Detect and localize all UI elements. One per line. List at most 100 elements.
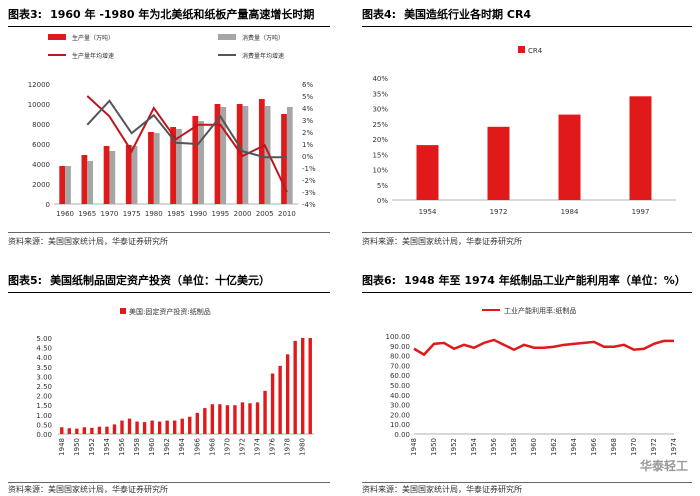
y-right-tick-label: 3% (302, 117, 313, 125)
x-tick-label: 1960 (148, 438, 156, 456)
bar-cr4 (487, 126, 510, 200)
y-tick-label: 20% (372, 136, 388, 144)
x-tick-label: 1978 (284, 438, 292, 456)
x-tick-label: 1960 (56, 210, 74, 218)
panel-1-title: 图表3: 1960 年 -1980 年为北美纸和纸板产量高速增长时期 (8, 4, 330, 26)
x-tick-label: 1962 (163, 438, 171, 456)
line-consumption-growth (86, 99, 287, 159)
panel-3: 图表5: 美国纸制品固定资产投资（单位：十亿美元） 0.00 0.50 1.00 1.5… (8, 270, 330, 494)
y-tick-label: 0% (377, 197, 388, 205)
bar-investment (195, 412, 199, 434)
bar-production (192, 116, 199, 204)
y-tick-label: 60.00 (390, 372, 410, 380)
bar-consumption (131, 146, 138, 204)
y-tick-label: 3.00 (36, 373, 52, 381)
y-tick-label: 0.00 (36, 431, 52, 439)
y-tick-label: 1.00 (36, 412, 52, 420)
panel-1-label: 图表3: (8, 8, 43, 21)
bar-investment (285, 354, 290, 434)
x-tick-label: 1954 (103, 437, 111, 455)
watermark: 华泰轻工 (639, 459, 688, 473)
y-tick-label: 50.00 (390, 382, 410, 390)
x-tick-label: 1966 (193, 437, 201, 455)
y-right-tick-label: -3% (302, 189, 316, 197)
y-tick-label: 70.00 (390, 362, 410, 370)
y-tick-label: 30% (372, 106, 388, 114)
x-tick-label: 1958 (133, 438, 141, 456)
y-right-tick-label: -4% (302, 201, 316, 209)
panel-2-source: 资料来源：美国国家统计局，华泰证券研究所 (362, 237, 522, 246)
bar-investment (240, 402, 245, 434)
bar-investment (135, 421, 139, 434)
bar-investment (82, 427, 87, 434)
x-tick-label: 1954 (470, 437, 478, 455)
bar-production (214, 104, 221, 204)
x-tick-label: 1972 (650, 438, 658, 456)
bar-investment (233, 405, 237, 434)
bar-consumption (153, 133, 160, 204)
y-right-tick-label: 0% (302, 153, 313, 161)
y-right-tick-label: 4% (302, 105, 313, 113)
legend-label: 消费量年均增速 (242, 52, 284, 60)
legend-label: 美国:固定资产投资:纸制品 (129, 307, 211, 316)
x-tick-label: 1964 (178, 437, 186, 455)
x-tick-label: 1950 (430, 438, 438, 456)
y-left-tick-label: 10000 (28, 101, 50, 109)
x-tick-label: 1976 (269, 437, 277, 455)
x-tick-label: 1984 (561, 208, 579, 216)
legend-label: 消费量（万吨） (242, 34, 284, 42)
x-tick-label: 1968 (610, 438, 618, 456)
y-tick-label: 3.50 (36, 364, 52, 372)
bar-investment (150, 420, 154, 434)
y-right-tick-label: 6% (302, 81, 313, 89)
y-tick-label: 90.00 (390, 343, 410, 351)
y-tick-label: 10% (372, 167, 388, 175)
bar-consumption (176, 129, 182, 204)
bar-consumption (220, 107, 227, 204)
x-tick-label: 1980 (145, 210, 163, 218)
chart-cr4: 0% 5% 10% 15% 20% 25% 30% 35% 40% 1954 1972 1984 199… (372, 46, 676, 216)
y-left-tick-label: 2000 (32, 181, 50, 189)
x-tick-label: 1985 (167, 210, 185, 218)
bar-production (258, 99, 265, 204)
bar-consumption (109, 151, 116, 204)
bar-investment (75, 428, 79, 434)
panel-3-title-text: 美国纸制品固定资产投资（单位：十亿美元） (50, 274, 271, 287)
legend-label: 工业产能利用率:纸制品 (504, 306, 576, 315)
panel-4-label: 图表6: (362, 274, 397, 287)
line-capacity-utilization (413, 338, 674, 357)
y-tick-label: 1.50 (36, 402, 52, 410)
panel-4-title-text: 1948 年至 1974 年纸制品工业产能利用率（单位：%） (404, 274, 686, 287)
bar-investment (142, 422, 147, 434)
y-tick-label: 15% (372, 151, 388, 159)
x-tick-label: 2000 (234, 210, 252, 218)
bar-investment (120, 420, 124, 434)
x-tick-label: 1968 (208, 438, 216, 456)
y-tick-label: 4.00 (36, 354, 52, 362)
x-tick-label: 1990 (189, 210, 207, 218)
panel-1-title-text: 1960 年 -1980 年为北美纸和纸板产量高速增长时期 (50, 8, 315, 21)
y-tick-label: 20.00 (390, 411, 410, 419)
panel-1: 图表3: 1960 年 -1980 年为北美纸和纸板产量高速增长时期 0 2000 4… (8, 4, 330, 246)
bar-consumption (198, 121, 204, 204)
y-right-tick-label: 2% (302, 129, 313, 137)
bar-investment (188, 416, 192, 434)
x-tick-label: 1965 (78, 210, 96, 218)
x-tick-label: 1962 (550, 438, 558, 456)
bar-cr4 (416, 145, 439, 200)
x-tick-label: 1954 (419, 208, 437, 216)
y-left-tick-label: 4000 (32, 161, 50, 169)
x-tick-label: 1960 (530, 438, 538, 456)
chart-fixed-investment: 0.00 0.501.00 1.502.00 2.50 3.003.50 4.004.50… (36, 307, 314, 456)
bar-production (170, 127, 176, 204)
bar-production (281, 114, 287, 204)
bar-investment (97, 426, 102, 434)
y-tick-label: 10.00 (390, 421, 410, 429)
y-tick-label: 30.00 (390, 402, 410, 410)
x-tick-label: 1966 (590, 437, 598, 455)
panel-1-source: 资料来源：美国国家统计局，华泰证券研究所 (8, 237, 168, 246)
legend-swatch (218, 34, 236, 40)
bar-investment (308, 338, 312, 434)
bar-investment (203, 408, 207, 434)
